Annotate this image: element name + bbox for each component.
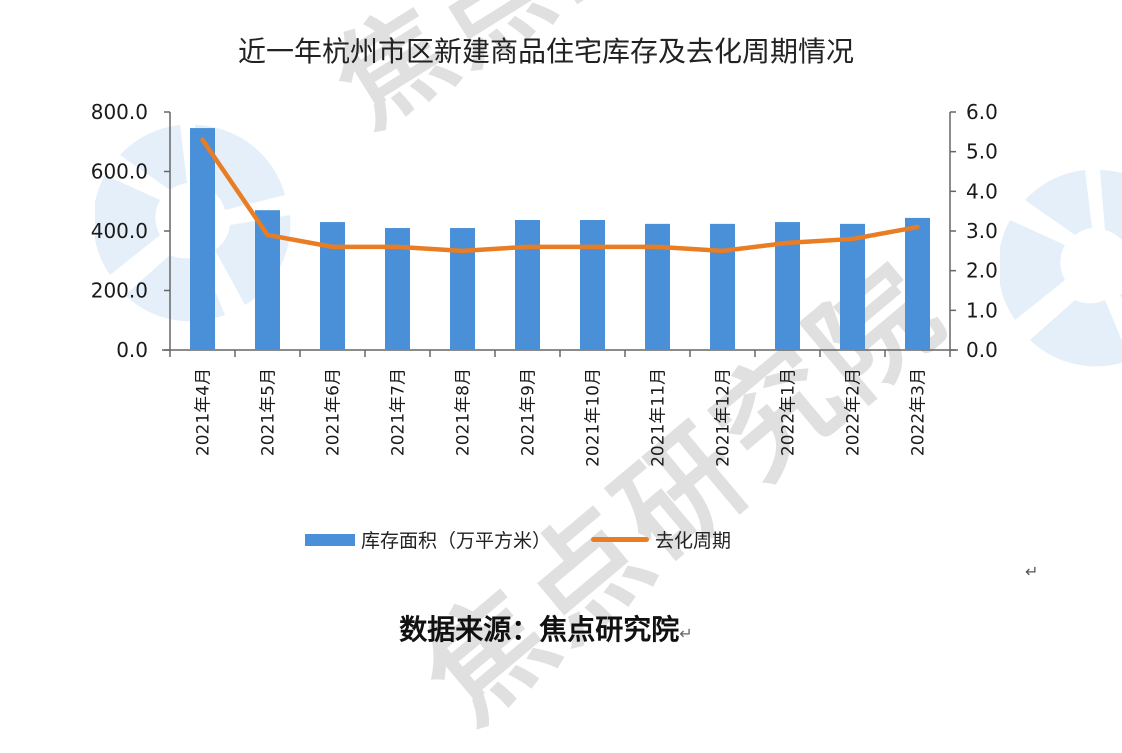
x-tick-label: 2021年10月 (584, 368, 604, 467)
x-tick-label: 2021年9月 (519, 368, 539, 456)
bar (645, 223, 670, 350)
right-tick-label: 5.0 (966, 140, 998, 164)
left-tick-label: 800.0 (91, 100, 148, 124)
right-tick-label: 4.0 (966, 179, 998, 203)
x-tick-label: 2022年2月 (844, 368, 864, 456)
x-tick-label: 2022年3月 (909, 368, 929, 456)
bar (450, 228, 475, 350)
chart-title: 近一年杭州市区新建商品住宅库存及去化周期情况 (237, 35, 854, 68)
x-tick-label: 2021年11月 (649, 368, 669, 467)
x-tick-label: 2021年4月 (194, 368, 214, 456)
return-mark-icon: ↵ (1025, 562, 1039, 581)
legend-line-label: 去化周期 (655, 530, 732, 552)
x-tick-label: 2021年5月 (259, 368, 279, 456)
bar (515, 219, 540, 350)
right-tick-label: 2.0 (966, 259, 998, 283)
data-source: 数据来源：焦点研究院↵ (0, 608, 1092, 648)
bar (320, 222, 345, 350)
x-tick-label: 2021年7月 (389, 368, 409, 456)
chart-area: 0.0 200.0 400.0 600.0 800.0 0.0 1.0 2.0 3.0 4.0 5.… (91, 100, 998, 467)
left-tick-label: 400.0 (91, 219, 148, 243)
bar (190, 128, 215, 350)
right-tick-label: 1.0 (966, 298, 998, 322)
left-tick-label: 200.0 (91, 279, 148, 303)
x-tick-label: 2021年12月 (714, 368, 734, 467)
right-tick-label: 6.0 (966, 100, 998, 124)
bar (840, 223, 865, 350)
legend-bar-label: 库存面积（万平方米） (361, 530, 552, 552)
legend-bar-swatch (305, 533, 355, 546)
return-mark-icon: ↵ (679, 624, 693, 643)
source-text: 数据来源：焦点研究院 (399, 613, 680, 646)
x-tick-label: 2021年8月 (454, 368, 474, 456)
watermark-logo-right-icon (1000, 170, 1122, 367)
x-tick-label: 2021年6月 (324, 368, 344, 456)
legend-line-swatch (591, 537, 650, 542)
bar (580, 219, 605, 350)
left-tick-label: 0.0 (116, 338, 148, 362)
right-tick-label: 3.0 (966, 219, 998, 243)
right-tick-label: 0.0 (966, 338, 998, 362)
x-tick-label: 2022年1月 (779, 368, 799, 456)
line-series (200, 137, 920, 254)
legend: 库存面积（万平方米） 去化周期 (305, 526, 731, 553)
bar (905, 217, 930, 350)
left-tick-label: 600.0 (91, 160, 148, 184)
bar (710, 223, 735, 350)
